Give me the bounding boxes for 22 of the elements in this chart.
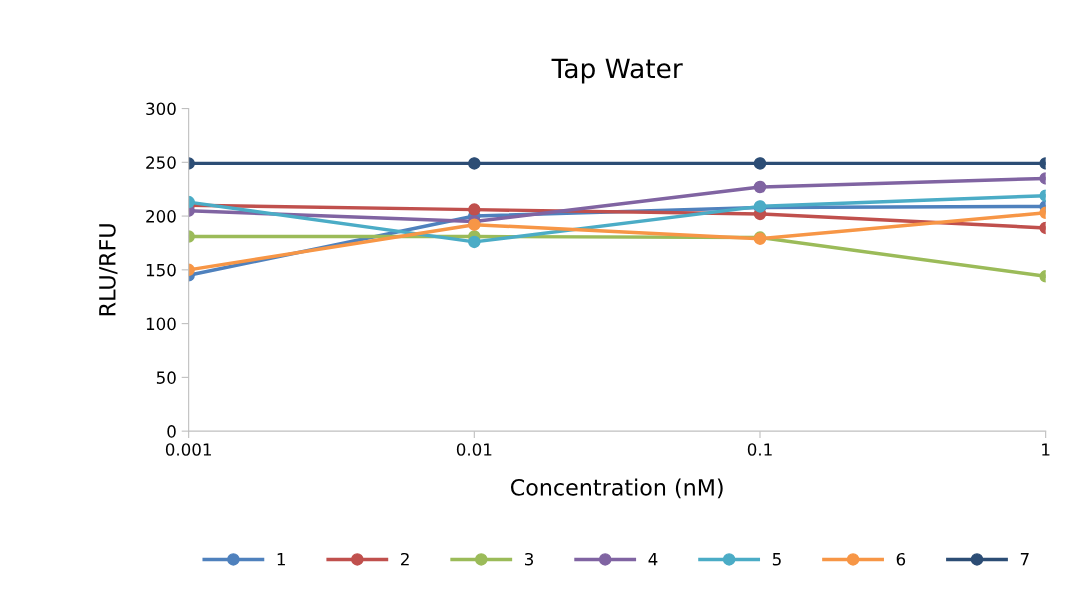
legend-label: 2	[401, 552, 409, 566]
legend-label: 4	[648, 553, 658, 566]
point	[468, 203, 481, 216]
legend-label: 1	[277, 553, 285, 566]
chart-title: Tap Water	[551, 58, 683, 84]
y-tick-label: 250	[146, 156, 176, 169]
y-tick-label: 50	[156, 371, 176, 384]
legend-label: 5	[772, 553, 781, 566]
x-tick-label: 1	[1042, 443, 1050, 456]
y-tick-label: 200	[146, 210, 176, 223]
y-tick-label: 150	[146, 263, 176, 277]
legend-label: 6	[896, 552, 906, 566]
y-axis-title: RLU/RFU	[99, 224, 118, 316]
x-tick-label: 0.1	[747, 443, 772, 456]
x-tick-label: 0.01	[456, 443, 492, 456]
legend-label: 3	[525, 552, 534, 566]
x-tick-label: 0.001	[165, 443, 211, 456]
y-tick-label: 300	[146, 102, 176, 116]
legend-label: 7	[1020, 553, 1029, 566]
y-tick-label: 0	[167, 425, 176, 438]
x-axis-title: Concentration (nM)	[510, 478, 723, 499]
y-tick-label: 100	[146, 317, 176, 331]
